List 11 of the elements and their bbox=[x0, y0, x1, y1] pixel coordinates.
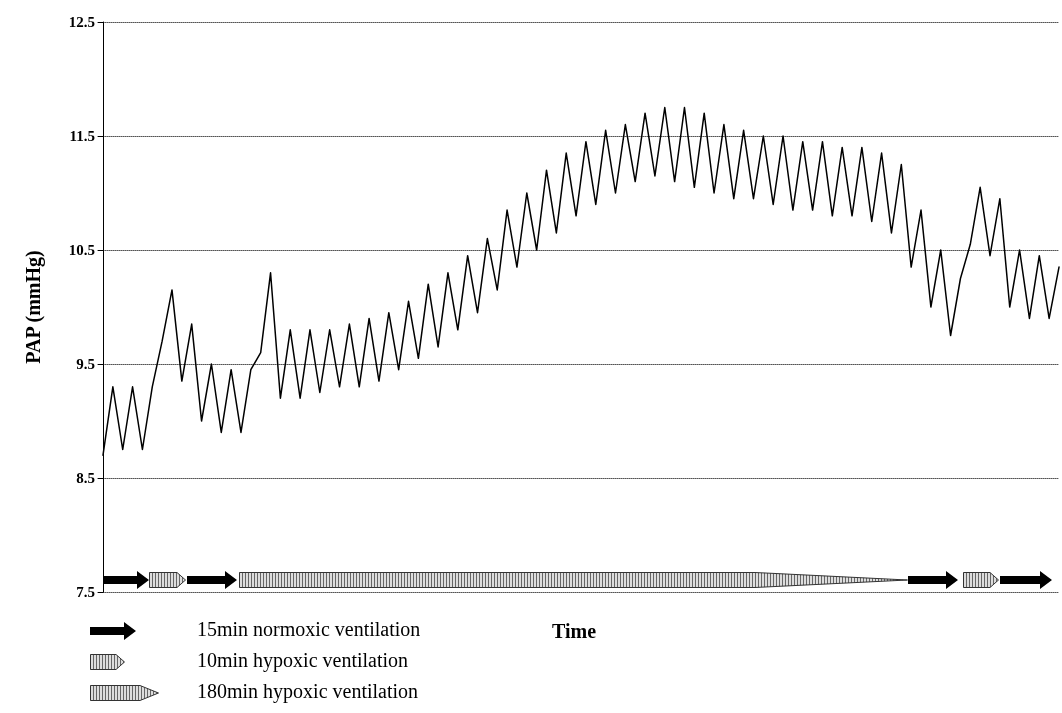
text: 180min hypoxic ventilation bbox=[197, 680, 419, 703]
y-tick-label: 9.5 bbox=[76, 356, 95, 372]
y-tick-label: 10.5 bbox=[68, 242, 95, 258]
y-tick-label: 11.5 bbox=[69, 128, 95, 144]
x-axis-title: Time bbox=[552, 620, 597, 643]
text: 15min normoxic ventilation bbox=[197, 618, 421, 641]
y-axis-title: PAP (mmHg) bbox=[22, 250, 45, 364]
y-tick-label: 7.5 bbox=[76, 584, 95, 600]
y-tick-label: 8.5 bbox=[76, 470, 95, 486]
text: 10min hypoxic ventilation bbox=[197, 649, 409, 672]
y-tick-label: 12.5 bbox=[68, 14, 95, 30]
